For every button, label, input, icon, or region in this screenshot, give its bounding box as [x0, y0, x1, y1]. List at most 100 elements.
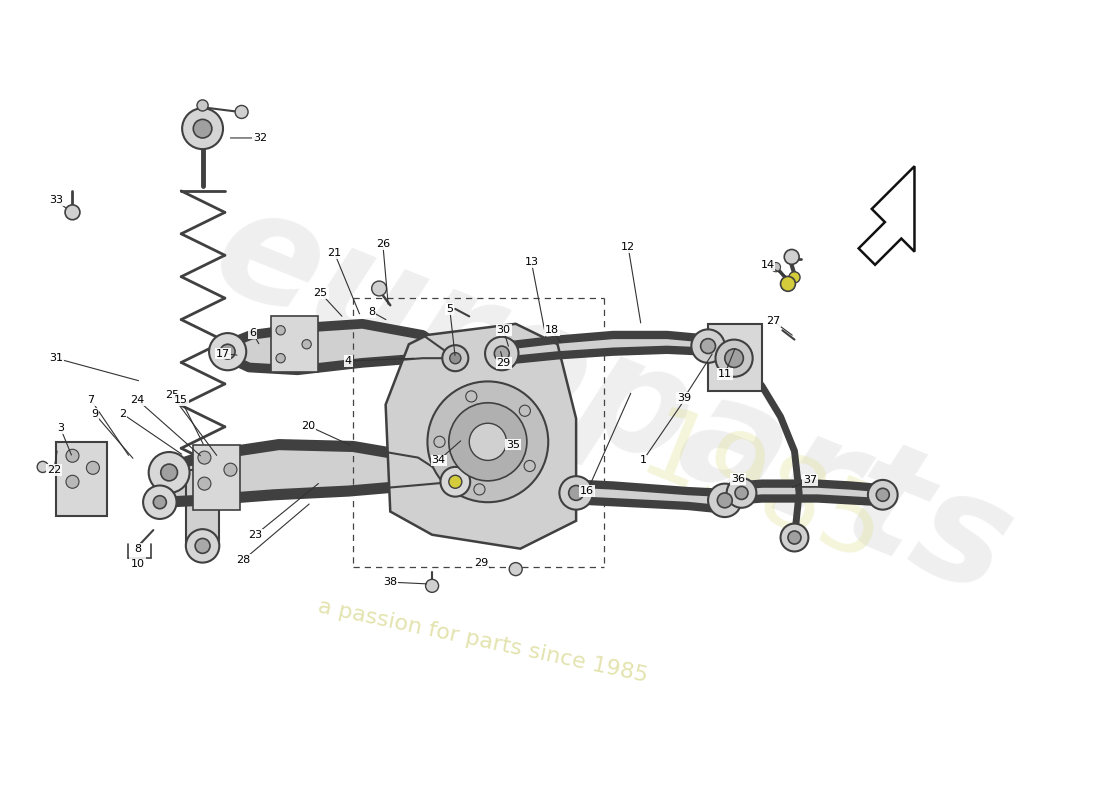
Text: 5: 5 [447, 304, 453, 314]
Circle shape [440, 467, 470, 497]
Polygon shape [163, 445, 455, 502]
Text: 30: 30 [496, 326, 510, 335]
Text: 34: 34 [431, 455, 446, 466]
Text: a passion for parts since 1985: a passion for parts since 1985 [317, 597, 650, 686]
Circle shape [569, 486, 583, 500]
Circle shape [428, 382, 548, 502]
Polygon shape [576, 484, 725, 510]
Text: 2: 2 [119, 409, 126, 419]
Text: 15: 15 [174, 395, 188, 405]
Circle shape [470, 423, 506, 460]
Text: 12: 12 [621, 242, 635, 252]
Circle shape [148, 452, 189, 493]
Text: 37: 37 [803, 475, 817, 485]
Polygon shape [386, 324, 576, 549]
Circle shape [426, 579, 439, 592]
Text: 28: 28 [236, 555, 251, 565]
Circle shape [725, 349, 744, 367]
Circle shape [183, 108, 223, 149]
Circle shape [701, 338, 715, 354]
Circle shape [153, 496, 166, 509]
Text: 29: 29 [474, 558, 488, 568]
Text: 22: 22 [47, 465, 60, 474]
Text: 10: 10 [131, 558, 144, 569]
Circle shape [65, 205, 80, 220]
Circle shape [877, 488, 889, 502]
Polygon shape [739, 484, 883, 502]
Circle shape [198, 477, 211, 490]
Text: 13: 13 [525, 258, 539, 267]
Text: 20: 20 [301, 421, 316, 431]
Text: 26: 26 [376, 239, 389, 249]
Circle shape [691, 330, 725, 363]
Circle shape [717, 493, 733, 508]
Circle shape [715, 340, 752, 377]
Circle shape [143, 486, 177, 519]
Text: 24: 24 [131, 395, 144, 405]
Circle shape [66, 450, 79, 462]
Circle shape [442, 345, 469, 371]
Text: 9: 9 [91, 409, 98, 419]
Circle shape [450, 353, 461, 364]
Text: 8: 8 [368, 306, 375, 317]
Circle shape [524, 460, 536, 471]
Bar [186, 470, 219, 544]
Circle shape [781, 277, 795, 291]
Text: 3: 3 [57, 423, 64, 433]
Text: 17: 17 [216, 349, 230, 358]
Circle shape [372, 281, 386, 296]
Circle shape [789, 272, 800, 283]
Circle shape [194, 119, 212, 138]
Text: 38: 38 [383, 577, 397, 587]
Circle shape [494, 346, 509, 361]
Text: 1: 1 [639, 455, 647, 466]
Polygon shape [859, 166, 914, 265]
Circle shape [433, 436, 446, 447]
Text: 33: 33 [48, 195, 63, 206]
Circle shape [209, 333, 246, 370]
Bar [708, 324, 762, 390]
Text: 6: 6 [250, 328, 256, 338]
Circle shape [449, 475, 462, 488]
Circle shape [560, 476, 593, 510]
Text: 21: 21 [328, 248, 342, 258]
Text: 39: 39 [676, 393, 691, 403]
Circle shape [868, 480, 898, 510]
Circle shape [465, 391, 477, 402]
Bar [194, 445, 240, 510]
Polygon shape [502, 335, 708, 361]
Circle shape [161, 464, 177, 481]
Circle shape [509, 562, 522, 576]
Text: europarts: europarts [194, 173, 1033, 627]
Circle shape [276, 326, 285, 335]
Text: 36: 36 [730, 474, 745, 484]
Text: 8: 8 [134, 544, 141, 554]
Text: 25: 25 [165, 390, 179, 400]
Text: 25: 25 [314, 288, 328, 298]
Circle shape [302, 340, 311, 349]
Circle shape [788, 531, 801, 544]
Circle shape [87, 462, 99, 474]
Text: 23: 23 [249, 530, 263, 540]
Circle shape [66, 475, 79, 488]
Circle shape [784, 250, 799, 264]
Bar [272, 316, 318, 372]
Circle shape [186, 529, 219, 562]
Circle shape [235, 106, 249, 118]
Text: 7: 7 [88, 395, 95, 405]
Circle shape [197, 100, 208, 111]
Text: 11: 11 [718, 369, 732, 379]
Circle shape [224, 463, 236, 476]
Circle shape [474, 484, 485, 495]
Circle shape [727, 478, 757, 508]
Text: 4: 4 [345, 356, 352, 366]
Text: 31: 31 [48, 353, 63, 363]
Circle shape [708, 484, 741, 517]
Circle shape [449, 402, 527, 481]
Text: 14: 14 [760, 260, 774, 270]
Text: 27: 27 [766, 316, 780, 326]
Text: 1985: 1985 [626, 400, 898, 586]
Circle shape [220, 344, 235, 359]
Text: 29: 29 [496, 358, 510, 368]
Circle shape [735, 486, 748, 499]
